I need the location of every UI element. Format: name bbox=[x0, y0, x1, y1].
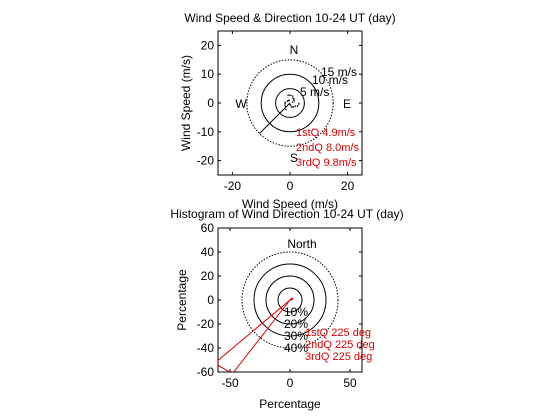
top-ring-label-15: 15 m/s bbox=[321, 65, 357, 79]
top-quartile-vector bbox=[259, 102, 291, 134]
top-quartile-1: 1stQ 4.9m/s bbox=[296, 127, 356, 139]
top-scatter-point bbox=[291, 106, 294, 108]
top-scatter-point bbox=[296, 105, 298, 108]
top-y-tick-label: -20 bbox=[197, 154, 215, 168]
bottom-x-label: Percentage bbox=[259, 397, 321, 411]
top-scatter-point bbox=[298, 102, 300, 104]
top-scatter-point bbox=[289, 94, 292, 96]
top-compass-east: E bbox=[343, 97, 351, 111]
bottom-y-tick-label: -40 bbox=[197, 341, 215, 355]
top-scatter-point bbox=[291, 101, 294, 103]
bottom-y-label: Percentage bbox=[175, 269, 189, 331]
top-ring-label-5: 5 m/s bbox=[300, 85, 329, 99]
wind-direction-histogram: Histogram of Wind Direction 10-24 UT (da… bbox=[170, 207, 403, 411]
wind-speed-chart: Wind Speed & Direction 10-24 UT (day) N … bbox=[179, 11, 396, 211]
top-scatter-point bbox=[293, 106, 295, 108]
bottom-ring-20 bbox=[265, 275, 315, 325]
bottom-quartile-3: 3rdQ 225 deg bbox=[305, 351, 372, 363]
top-compass-north: N bbox=[290, 43, 299, 57]
top-y-tick-label: 20 bbox=[201, 38, 215, 52]
top-scatter-point bbox=[284, 108, 286, 110]
top-scatter-point bbox=[290, 104, 292, 106]
bottom-quartile-1: 1stQ 225 deg bbox=[305, 327, 371, 339]
top-scatter-point bbox=[285, 109, 287, 111]
top-scatter-point bbox=[291, 95, 293, 97]
bottom-ring-label-30: 30% bbox=[284, 329, 308, 343]
top-scatter-point bbox=[287, 94, 289, 96]
bottom-x-tick-label: 0 bbox=[287, 376, 294, 390]
bottom-y-tick-label: -60 bbox=[197, 365, 215, 379]
top-x-tick-label: 20 bbox=[341, 179, 355, 193]
bottom-y-axis: -60 -40 -20 0 20 40 60 bbox=[197, 221, 362, 379]
top-x-tick-label: 0 bbox=[287, 179, 294, 193]
top-ring-label-10: 10 m/s bbox=[312, 73, 348, 87]
bottom-chart-title: Histogram of Wind Direction 10-24 UT (da… bbox=[170, 207, 403, 221]
top-y-label: Wind Speed (m/s) bbox=[179, 55, 193, 151]
top-scatter-point bbox=[293, 100, 295, 102]
bottom-y-tick-label: 60 bbox=[201, 221, 215, 235]
top-scatter-point bbox=[289, 94, 291, 96]
histogram-spike bbox=[218, 299, 291, 372]
top-scatter-point bbox=[293, 98, 295, 100]
top-ring-5 bbox=[275, 88, 305, 118]
bottom-x-tick-label: -50 bbox=[221, 376, 239, 390]
top-compass-west: W bbox=[235, 97, 247, 111]
bottom-y-tick-label: 0 bbox=[207, 293, 214, 307]
top-scatter-point bbox=[292, 97, 294, 99]
top-scatter-points bbox=[284, 94, 300, 111]
bottom-ring-label-40: 40% bbox=[284, 341, 308, 355]
bottom-y-tick-label: -20 bbox=[197, 317, 215, 331]
top-ring-15 bbox=[246, 59, 334, 147]
top-y-tick-label: 10 bbox=[201, 67, 215, 81]
top-quartile-2: 2ndQ 8.0m/s bbox=[296, 142, 359, 154]
bottom-y-tick-label: 20 bbox=[201, 269, 215, 283]
bottom-x-axis: -50 0 50 bbox=[221, 228, 357, 390]
top-scatter-point bbox=[284, 102, 286, 104]
mean-direction-arrow bbox=[289, 297, 294, 301]
top-scatter-point bbox=[297, 105, 299, 107]
bottom-ring-10 bbox=[277, 287, 303, 313]
top-x-label: Wind Speed (m/s) bbox=[242, 197, 338, 211]
bottom-quartile-2: 2ndQ 225 deg bbox=[305, 339, 375, 351]
bottom-ring-label-20: 20% bbox=[284, 317, 308, 331]
bottom-compass-north: North bbox=[287, 237, 316, 251]
top-scatter-point bbox=[288, 99, 290, 102]
bottom-ring-30 bbox=[253, 263, 327, 337]
top-x-tick-label: -20 bbox=[224, 179, 242, 193]
top-x-axis: -20 0 20 bbox=[224, 31, 355, 193]
top-scatter-point bbox=[287, 100, 289, 102]
top-y-tick-label: -10 bbox=[197, 125, 215, 139]
bottom-y-tick-label: 40 bbox=[201, 245, 215, 259]
top-y-tick-label: 0 bbox=[207, 96, 214, 110]
top-chart-title: Wind Speed & Direction 10-24 UT (day) bbox=[184, 11, 395, 25]
top-y-axis: -20 -10 0 10 20 bbox=[197, 38, 362, 168]
top-quartile-3: 3rdQ 9.8m/s bbox=[296, 157, 357, 169]
top-ring-10 bbox=[260, 73, 320, 133]
bottom-x-tick-label: 50 bbox=[343, 376, 357, 390]
bottom-ring-40 bbox=[241, 251, 339, 349]
top-scatter-point bbox=[294, 105, 297, 107]
top-scatter-point bbox=[298, 103, 300, 105]
top-compass-south: S bbox=[290, 151, 298, 165]
bottom-ring-label-10: 10% bbox=[284, 305, 308, 319]
top-scatter-point bbox=[284, 103, 286, 105]
